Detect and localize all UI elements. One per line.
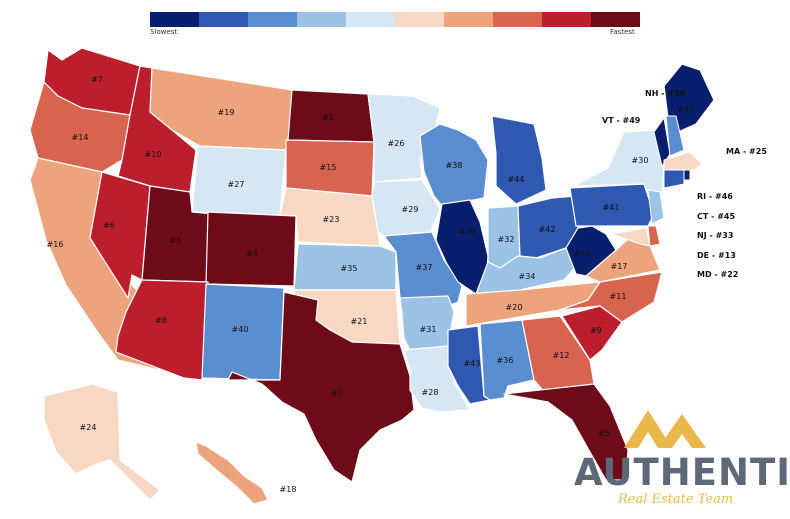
state-wi	[419, 123, 489, 207]
state-label-ak: #24	[80, 423, 97, 432]
state-label-sc: #9	[590, 326, 602, 335]
state-label-ia: #29	[402, 205, 419, 214]
state-label-il: #48	[459, 227, 476, 236]
state-mn	[367, 93, 441, 183]
state-label-hi: #18	[280, 485, 297, 494]
state-label-ca: #16	[47, 240, 64, 249]
state-label-fl: #5	[598, 429, 610, 438]
state-label-oh: #42	[539, 225, 556, 234]
state-label-nd: #1	[322, 113, 334, 122]
state-label-tn: #20	[506, 303, 523, 312]
state-label-pa: #41	[603, 203, 620, 212]
callout-de: DE - #13	[697, 251, 736, 260]
legend-swatch-9	[542, 12, 592, 27]
state-label-wy: #27	[228, 180, 245, 189]
logo-tagline: Real Estate Team	[618, 492, 734, 507]
state-md	[610, 227, 651, 247]
legend-swatch-7	[444, 12, 494, 27]
state-label-wi: #38	[446, 161, 463, 170]
legend-swatch-2	[199, 12, 249, 27]
state-label-me: #47	[678, 105, 695, 114]
callout-vt: VT - #49	[602, 116, 641, 125]
state-ak	[43, 383, 161, 501]
state-label-ga: #12	[553, 351, 570, 360]
state-label-ny: #30	[632, 156, 649, 165]
logo-wordmark: AUTHENTIC	[574, 451, 790, 494]
state-label-nv: #6	[103, 221, 115, 230]
state-label-ky: #34	[519, 272, 536, 281]
state-label-ks: #35	[341, 264, 358, 273]
state-ri	[683, 169, 691, 181]
callout-nj: NJ - #33	[697, 231, 734, 240]
state-sc	[561, 305, 623, 361]
legend-high-label: Fastest	[610, 28, 635, 36]
state-label-in: #32	[498, 235, 515, 244]
legend-swatch-5	[346, 12, 396, 27]
state-label-or: #14	[72, 133, 89, 142]
legend-swatch-10	[591, 12, 640, 27]
state-label-co: #4	[246, 249, 258, 258]
legend-swatch-6	[395, 12, 445, 27]
state-nj	[647, 189, 665, 225]
state-label-al: #36	[497, 356, 514, 365]
state-label-mt: #19	[218, 108, 235, 117]
legend-swatch-1	[150, 12, 200, 27]
state-label-va: #17	[611, 262, 628, 271]
state-wv	[565, 225, 617, 277]
state-label-ar: #31	[420, 325, 437, 334]
legend-color-scale	[150, 12, 640, 27]
state-label-ut: #3	[169, 236, 181, 245]
state-label-wv: #50	[574, 249, 591, 258]
callout-ri: RI - #46	[697, 192, 733, 201]
legend-low-label: Slowest	[150, 28, 178, 36]
callout-nh: NH - #39	[645, 89, 686, 98]
state-label-mi: #44	[508, 175, 525, 184]
state-label-az: #8	[155, 316, 167, 325]
state-label-tx: #2	[331, 389, 343, 398]
state-ks	[293, 243, 397, 291]
legend-swatch-8	[493, 12, 543, 27]
state-fl	[503, 383, 629, 481]
legend-swatch-4	[297, 12, 347, 27]
state-label-ne: #23	[323, 215, 340, 224]
state-label-la: #28	[422, 388, 439, 397]
legend-swatch-3	[248, 12, 298, 27]
state-ms	[447, 325, 491, 405]
state-tx	[227, 291, 415, 483]
state-de	[647, 225, 661, 247]
state-label-mn: #26	[388, 139, 405, 148]
state-label-ok: #21	[351, 317, 368, 326]
state-label-sd: #15	[320, 163, 337, 172]
state-nh	[665, 115, 685, 157]
state-ma	[663, 151, 703, 171]
state-label-ms: #43	[464, 359, 481, 368]
callout-md: MD - #22	[697, 270, 739, 279]
callout-ma: MA - #25	[726, 147, 767, 156]
state-mi	[491, 115, 547, 205]
state-ar	[399, 295, 455, 351]
state-label-mo: #37	[416, 263, 433, 272]
mountain-logo-icon	[624, 410, 706, 448]
state-label-nc: #11	[610, 292, 627, 301]
state-nc	[559, 271, 663, 323]
state-ct	[663, 169, 685, 189]
callout-ct: CT - #45	[697, 212, 736, 221]
state-label-id: #10	[145, 150, 162, 159]
state-hi	[195, 441, 269, 505]
state-label-nm: #40	[232, 325, 249, 334]
state-label-wa: #7	[91, 75, 103, 84]
